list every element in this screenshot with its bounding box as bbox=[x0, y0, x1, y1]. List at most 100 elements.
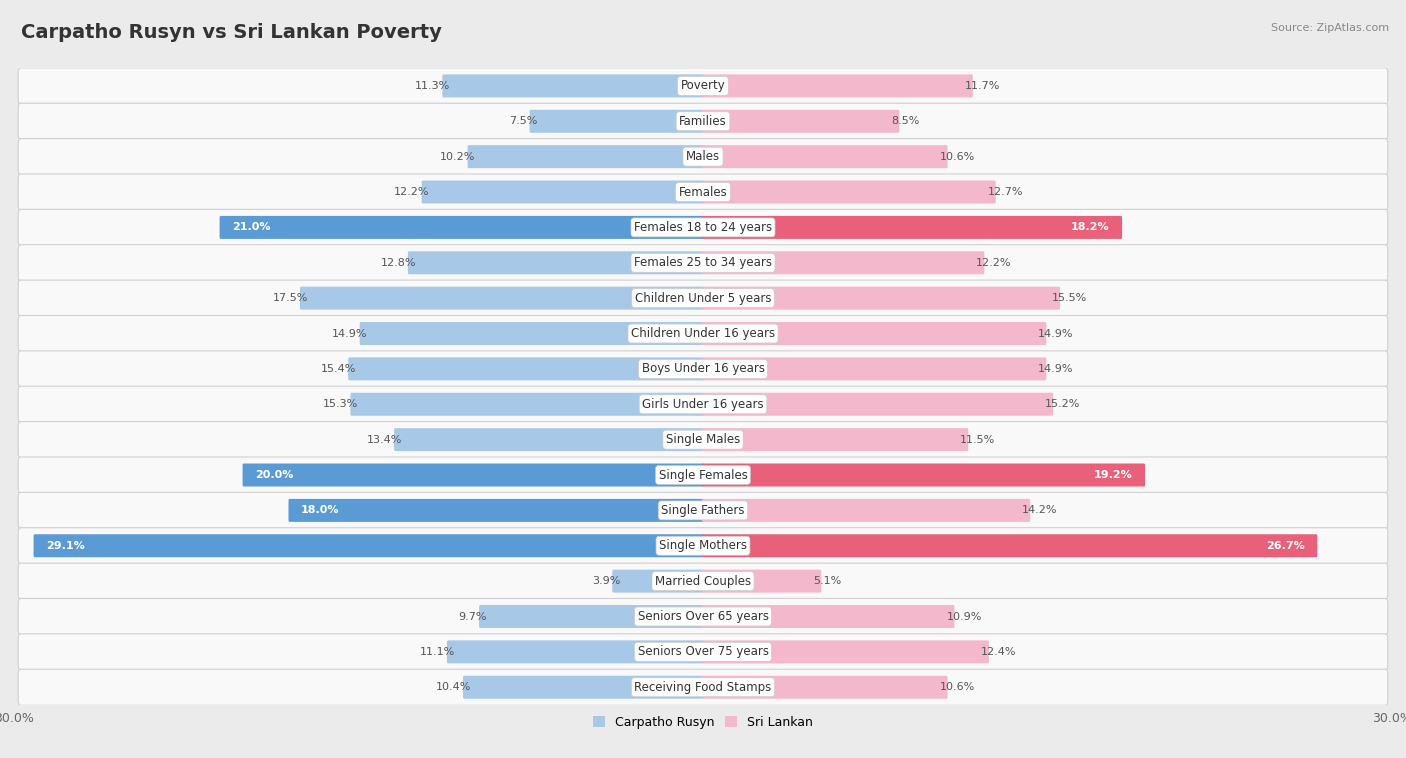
FancyBboxPatch shape bbox=[702, 641, 988, 663]
FancyBboxPatch shape bbox=[18, 634, 1388, 670]
Text: 15.2%: 15.2% bbox=[1045, 399, 1081, 409]
Text: Single Mothers: Single Mothers bbox=[659, 539, 747, 553]
Text: 10.9%: 10.9% bbox=[946, 612, 981, 622]
FancyBboxPatch shape bbox=[394, 428, 704, 451]
Text: 12.4%: 12.4% bbox=[981, 647, 1017, 657]
FancyBboxPatch shape bbox=[612, 570, 704, 593]
Text: 14.9%: 14.9% bbox=[1038, 328, 1074, 339]
FancyBboxPatch shape bbox=[530, 110, 704, 133]
FancyBboxPatch shape bbox=[468, 146, 704, 168]
Text: 17.5%: 17.5% bbox=[273, 293, 308, 303]
FancyBboxPatch shape bbox=[18, 493, 1388, 528]
Text: Source: ZipAtlas.com: Source: ZipAtlas.com bbox=[1271, 23, 1389, 33]
Text: 26.7%: 26.7% bbox=[1265, 540, 1305, 551]
Text: 20.0%: 20.0% bbox=[256, 470, 294, 480]
FancyBboxPatch shape bbox=[479, 605, 704, 628]
Text: 12.2%: 12.2% bbox=[394, 187, 430, 197]
Text: 3.9%: 3.9% bbox=[592, 576, 620, 586]
FancyBboxPatch shape bbox=[18, 599, 1388, 634]
Text: Carpatho Rusyn vs Sri Lankan Poverty: Carpatho Rusyn vs Sri Lankan Poverty bbox=[21, 23, 441, 42]
Text: 13.4%: 13.4% bbox=[367, 434, 402, 445]
Text: 11.5%: 11.5% bbox=[960, 434, 995, 445]
Text: Females: Females bbox=[679, 186, 727, 199]
Text: 10.4%: 10.4% bbox=[436, 682, 471, 692]
Text: Boys Under 16 years: Boys Under 16 years bbox=[641, 362, 765, 375]
FancyBboxPatch shape bbox=[702, 499, 1031, 522]
FancyBboxPatch shape bbox=[219, 216, 704, 239]
Text: 9.7%: 9.7% bbox=[458, 612, 486, 622]
Text: 10.6%: 10.6% bbox=[939, 152, 974, 161]
FancyBboxPatch shape bbox=[18, 669, 1388, 705]
Text: 12.2%: 12.2% bbox=[976, 258, 1012, 268]
Text: 18.2%: 18.2% bbox=[1071, 222, 1109, 233]
FancyBboxPatch shape bbox=[18, 103, 1388, 139]
FancyBboxPatch shape bbox=[702, 393, 1053, 415]
FancyBboxPatch shape bbox=[18, 245, 1388, 280]
Text: 14.9%: 14.9% bbox=[1038, 364, 1074, 374]
FancyBboxPatch shape bbox=[702, 252, 984, 274]
Text: Married Couples: Married Couples bbox=[655, 575, 751, 587]
FancyBboxPatch shape bbox=[422, 180, 704, 204]
Text: 11.1%: 11.1% bbox=[420, 647, 456, 657]
Text: 14.2%: 14.2% bbox=[1022, 506, 1057, 515]
FancyBboxPatch shape bbox=[18, 528, 1388, 564]
FancyBboxPatch shape bbox=[34, 534, 704, 557]
FancyBboxPatch shape bbox=[702, 605, 955, 628]
FancyBboxPatch shape bbox=[702, 463, 1144, 487]
FancyBboxPatch shape bbox=[702, 570, 821, 593]
Text: 12.7%: 12.7% bbox=[988, 187, 1024, 197]
Text: Single Females: Single Females bbox=[658, 468, 748, 481]
Text: Families: Families bbox=[679, 114, 727, 128]
FancyBboxPatch shape bbox=[408, 252, 704, 274]
FancyBboxPatch shape bbox=[299, 287, 704, 310]
FancyBboxPatch shape bbox=[18, 68, 1388, 104]
Text: Seniors Over 65 years: Seniors Over 65 years bbox=[637, 610, 769, 623]
Text: Children Under 5 years: Children Under 5 years bbox=[634, 292, 772, 305]
Legend: Carpatho Rusyn, Sri Lankan: Carpatho Rusyn, Sri Lankan bbox=[588, 711, 818, 734]
FancyBboxPatch shape bbox=[18, 421, 1388, 458]
FancyBboxPatch shape bbox=[18, 139, 1388, 174]
Text: Poverty: Poverty bbox=[681, 80, 725, 92]
FancyBboxPatch shape bbox=[349, 358, 704, 381]
Text: 10.2%: 10.2% bbox=[440, 152, 475, 161]
FancyBboxPatch shape bbox=[18, 280, 1388, 316]
FancyBboxPatch shape bbox=[18, 209, 1388, 246]
FancyBboxPatch shape bbox=[18, 387, 1388, 422]
FancyBboxPatch shape bbox=[702, 110, 900, 133]
FancyBboxPatch shape bbox=[18, 563, 1388, 599]
FancyBboxPatch shape bbox=[18, 315, 1388, 352]
FancyBboxPatch shape bbox=[702, 74, 973, 97]
Text: Seniors Over 75 years: Seniors Over 75 years bbox=[637, 645, 769, 659]
FancyBboxPatch shape bbox=[702, 676, 948, 699]
FancyBboxPatch shape bbox=[702, 180, 995, 204]
Text: 5.1%: 5.1% bbox=[813, 576, 841, 586]
FancyBboxPatch shape bbox=[702, 287, 1060, 310]
Text: 11.7%: 11.7% bbox=[965, 81, 1000, 91]
FancyBboxPatch shape bbox=[350, 393, 704, 415]
Text: Single Fathers: Single Fathers bbox=[661, 504, 745, 517]
Text: 15.4%: 15.4% bbox=[321, 364, 356, 374]
FancyBboxPatch shape bbox=[702, 428, 969, 451]
Text: Children Under 16 years: Children Under 16 years bbox=[631, 327, 775, 340]
Text: Females 18 to 24 years: Females 18 to 24 years bbox=[634, 221, 772, 234]
FancyBboxPatch shape bbox=[243, 463, 704, 487]
FancyBboxPatch shape bbox=[360, 322, 704, 345]
Text: 8.5%: 8.5% bbox=[891, 116, 920, 127]
Text: Females 25 to 34 years: Females 25 to 34 years bbox=[634, 256, 772, 269]
Text: Receiving Food Stamps: Receiving Food Stamps bbox=[634, 681, 772, 694]
Text: 15.3%: 15.3% bbox=[323, 399, 359, 409]
Text: 7.5%: 7.5% bbox=[509, 116, 537, 127]
Text: 18.0%: 18.0% bbox=[301, 506, 340, 515]
Text: 11.3%: 11.3% bbox=[415, 81, 450, 91]
Text: Girls Under 16 years: Girls Under 16 years bbox=[643, 398, 763, 411]
FancyBboxPatch shape bbox=[447, 641, 704, 663]
FancyBboxPatch shape bbox=[18, 351, 1388, 387]
FancyBboxPatch shape bbox=[702, 358, 1046, 381]
Text: 29.1%: 29.1% bbox=[46, 540, 84, 551]
FancyBboxPatch shape bbox=[702, 534, 1317, 557]
Text: 19.2%: 19.2% bbox=[1094, 470, 1132, 480]
Text: Single Males: Single Males bbox=[666, 433, 740, 446]
Text: Males: Males bbox=[686, 150, 720, 163]
FancyBboxPatch shape bbox=[443, 74, 704, 97]
Text: 14.9%: 14.9% bbox=[332, 328, 368, 339]
